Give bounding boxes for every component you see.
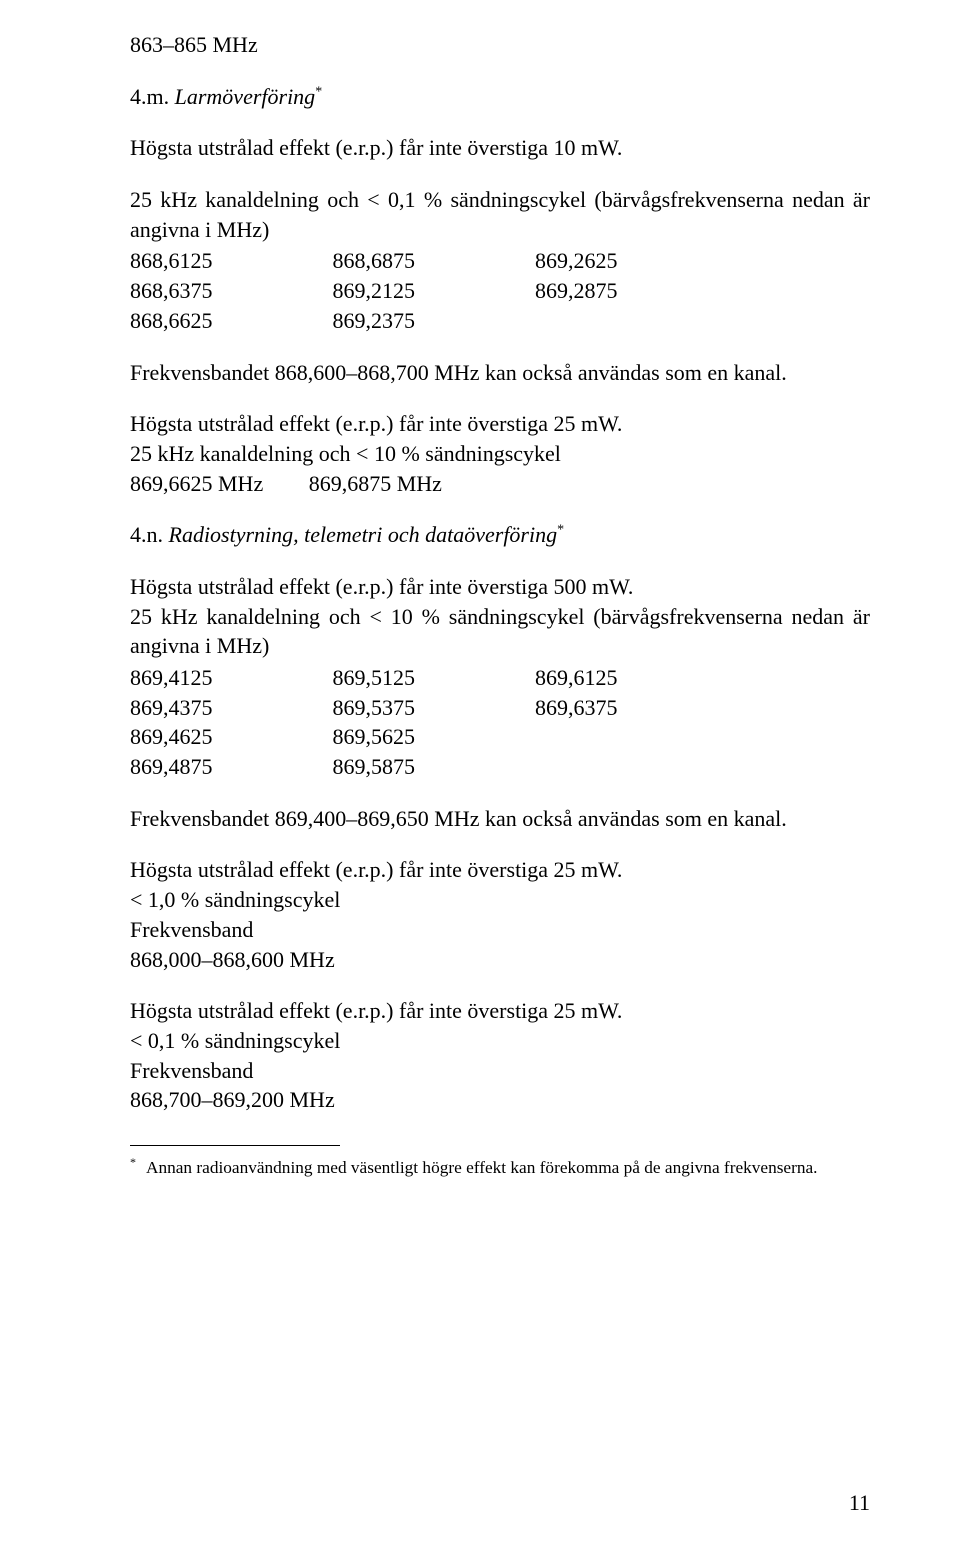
freq-range-header: 863–865 MHz [130, 30, 870, 60]
freq-value: 868,6625 [130, 306, 213, 336]
freq-band-value: 868,700–869,200 MHz [130, 1085, 870, 1115]
freq-col-3: 869,2625 869,2875 [535, 246, 618, 335]
duty-cycle: < 0,1 % sändningscykel [130, 1026, 870, 1056]
freq-value: 869,6375 [535, 693, 618, 723]
freq-value: 869,2625 [535, 246, 618, 276]
asterisk-icon: * [315, 84, 322, 99]
freq-table-3: 869,4125 869,4375 869,4625 869,4875 869,… [130, 663, 870, 782]
freq-col-1: 869,4125 869,4375 869,4625 869,4875 [130, 663, 213, 782]
freq-value: 869,5125 [333, 663, 416, 693]
freq-block-3-intro: 25 kHz kanaldelning och < 10 % sändnings… [130, 602, 870, 661]
freq-table-1: 868,6125 868,6375 868,6625 868,6875 869,… [130, 246, 870, 335]
freq-col-2: 869,5125 869,5375 869,5625 869,5875 [333, 663, 416, 782]
asterisk-icon: * [557, 523, 564, 538]
freq-col-1: 868,6125 868,6375 868,6625 [130, 246, 213, 335]
section-4m-number: 4.m. [130, 84, 169, 109]
freq-block-1: 25 kHz kanaldelning och < 0,1 % sändning… [130, 185, 870, 335]
freq-value: 869,5375 [333, 693, 416, 723]
freq-band-label: Frekvensband [130, 1056, 870, 1086]
freq-value: 868,6125 [130, 246, 213, 276]
section-4n-heading: 4.n. Radiostyrning, telemetri och dataöv… [130, 520, 870, 550]
erp-limit-25mw-c: Högsta utstrålad effekt (e.r.p.) får int… [130, 996, 870, 1026]
freq-pair: 869,6625 MHz 869,6875 MHz [130, 469, 870, 499]
freq-value: 869,4625 [130, 722, 213, 752]
footnote-text: Annan radioanvändning med väsentligt hög… [146, 1158, 818, 1177]
freq-value: 869,4125 [130, 663, 213, 693]
footnote-marker-icon: * [130, 1155, 136, 1169]
freq-value: 869,2875 [535, 276, 618, 306]
freq-col-3: 869,6125 869,6375 [535, 663, 618, 782]
erp-limit-25mw-a: Högsta utstrålad effekt (e.r.p.) får int… [130, 409, 870, 439]
freq-value: 869,5625 [333, 722, 416, 752]
freq-value: 869,4375 [130, 693, 213, 723]
freq-block-5: Högsta utstrålad effekt (e.r.p.) får int… [130, 996, 870, 1115]
duty-cycle: < 1,0 % sändningscykel [130, 885, 870, 915]
freq-block-3: Högsta utstrålad effekt (e.r.p.) får int… [130, 572, 870, 782]
erp-limit-10mw: Högsta utstrålad effekt (e.r.p.) får int… [130, 133, 870, 163]
freq-band-label: Frekvensband [130, 915, 870, 945]
freq-value: 869,6125 [535, 663, 618, 693]
band-usage-2: Frekvensbandet 869,400–869,650 MHz kan o… [130, 804, 870, 834]
freq-col-2: 868,6875 869,2125 869,2375 [333, 246, 416, 335]
freq-block-4: Högsta utstrålad effekt (e.r.p.) får int… [130, 855, 870, 974]
freq-value: 869,2375 [333, 306, 416, 336]
freq-block-1-intro: 25 kHz kanaldelning och < 0,1 % sändning… [130, 185, 870, 244]
footnote: * Annan radioanvändning med väsentligt hö… [130, 1154, 870, 1179]
freq-value: 868,6375 [130, 276, 213, 306]
freq-value: 869,4875 [130, 752, 213, 782]
erp-limit-500mw: Högsta utstrålad effekt (e.r.p.) får int… [130, 572, 870, 602]
freq-value: 869,6625 MHz [130, 471, 263, 496]
page-number: 11 [849, 1490, 870, 1516]
band-usage-1: Frekvensbandet 868,600–868,700 MHz kan o… [130, 358, 870, 388]
freq-block-2-intro: 25 kHz kanaldelning och < 10 % sändnings… [130, 439, 870, 469]
erp-limit-25mw-b: Högsta utstrålad effekt (e.r.p.) får int… [130, 855, 870, 885]
footnote-separator [130, 1145, 340, 1146]
freq-block-2: Högsta utstrålad effekt (e.r.p.) får int… [130, 409, 870, 498]
freq-value: 869,5875 [333, 752, 416, 782]
section-4n-number: 4.n. [130, 522, 163, 547]
freq-value: 869,2125 [333, 276, 416, 306]
freq-band-value: 868,000–868,600 MHz [130, 945, 870, 975]
section-4m-title: Larmöverföring [175, 84, 316, 109]
freq-value: 868,6875 [333, 246, 416, 276]
freq-value: 869,6875 MHz [309, 471, 442, 496]
section-4n-title: Radiostyrning, telemetri och dataöverför… [169, 522, 558, 547]
section-4m-heading: 4.m. Larmöverföring* [130, 82, 870, 112]
